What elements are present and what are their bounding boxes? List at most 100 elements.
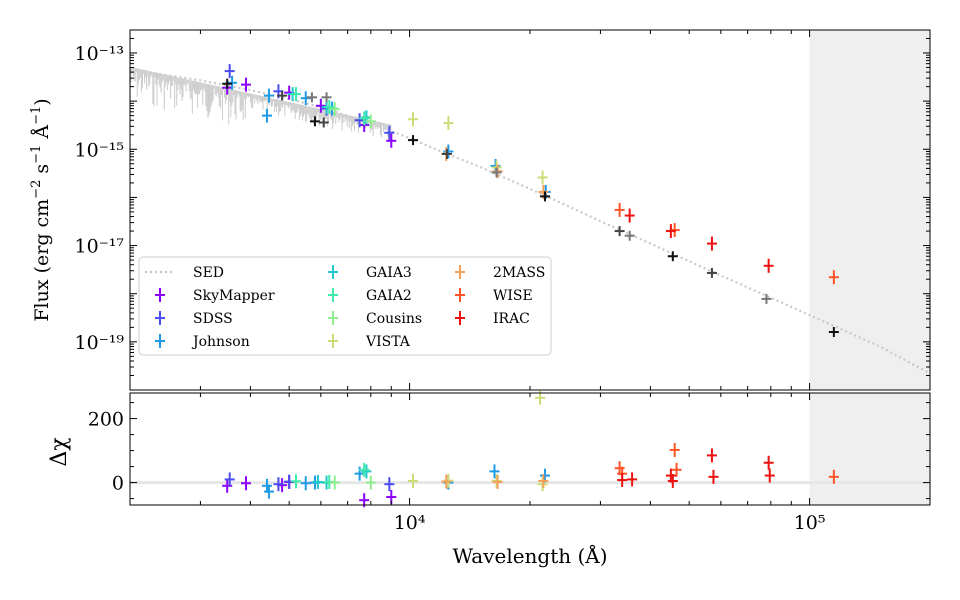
model-point — [222, 78, 233, 89]
point-irac — [706, 236, 717, 251]
model-point — [408, 135, 419, 146]
legend-entry: SkyMapper — [155, 288, 275, 304]
residual-cousins — [329, 475, 340, 490]
point-johnson — [261, 108, 272, 123]
legend-entry: WISE — [455, 288, 533, 304]
point-irac — [624, 208, 635, 223]
residual-sdss — [273, 477, 284, 492]
x-tick-label: 10⁴ — [394, 512, 426, 534]
model-point — [306, 92, 317, 103]
y-tick-label: 0 — [112, 473, 124, 495]
point-vista — [408, 112, 419, 127]
legend-label: GAIA2 — [366, 288, 412, 304]
residual-skymapper — [241, 476, 252, 491]
residual-irac — [617, 473, 628, 488]
y-tick-label: 10⁻¹⁹ — [75, 332, 125, 354]
model-point — [539, 191, 550, 202]
y-tick-label: 200 — [88, 409, 124, 431]
point-irac — [665, 224, 676, 239]
residual-2mass — [492, 474, 503, 489]
legend-label: Johnson — [191, 334, 250, 350]
legend-label: Cousins — [366, 311, 422, 327]
legend-label: SkyMapper — [193, 288, 275, 304]
residual-johnson — [354, 466, 365, 481]
model-point — [309, 116, 320, 127]
residual-vista — [408, 474, 419, 488]
top-model-points — [222, 78, 839, 338]
point-johnson — [443, 144, 454, 159]
point-wise — [828, 270, 839, 285]
point-skymapper — [315, 98, 326, 113]
point-gaia2 — [290, 87, 301, 102]
legend-entry: GAIA3 — [328, 265, 412, 281]
model-point — [318, 117, 329, 128]
point-irac — [763, 258, 774, 273]
x-tick-label: 10⁵ — [794, 512, 826, 534]
residual-2mass — [538, 474, 549, 488]
top-y-axis-label: Flux (erg cm−2 s−1 Å−1) — [29, 98, 53, 321]
legend-box — [138, 256, 552, 356]
y-tick-label: 10⁻¹³ — [75, 43, 124, 65]
legend-entry: SED — [145, 265, 224, 281]
residual-sdss — [384, 477, 395, 492]
point-cousins — [329, 102, 340, 117]
residual-johnson — [300, 476, 311, 491]
residual-irac — [706, 448, 717, 463]
residual-gaia2 — [359, 462, 370, 477]
model-point — [277, 90, 288, 101]
top-x-ticks — [199, 30, 811, 390]
residual-irac — [764, 468, 775, 483]
y-tick-label: 10⁻¹⁷ — [75, 236, 125, 258]
residual-cousins — [365, 475, 376, 490]
bottom-shaded-region — [809, 393, 930, 505]
legend-entry: IRAC — [455, 311, 530, 327]
point-vista — [443, 116, 454, 131]
residual-gaia3 — [361, 464, 372, 479]
residual-johnson — [261, 478, 272, 493]
residual-skymapper — [222, 478, 233, 493]
residual-johnson — [489, 464, 500, 479]
residual-gaia2 — [290, 474, 301, 489]
residual-wise — [669, 442, 680, 457]
bottom-axes-frame — [129, 392, 931, 506]
residual-2mass — [441, 474, 452, 489]
point-skymapper — [241, 77, 252, 92]
top-shaded-region — [809, 30, 930, 390]
residual-johnson — [263, 484, 274, 499]
legend-label: VISTA — [365, 334, 411, 350]
residual-irac — [708, 469, 719, 484]
residual-wise — [671, 462, 682, 477]
legend-label: GAIA3 — [366, 265, 412, 281]
point-cousins — [365, 114, 376, 129]
model-point — [624, 230, 635, 241]
bottom-y-ticks: 0 200 — [88, 402, 930, 500]
legend-entry: Johnson — [155, 334, 250, 350]
point-gaia2 — [324, 99, 335, 114]
point-vista — [537, 170, 548, 185]
legend-entry: VISTA — [328, 334, 411, 350]
point-sdss — [354, 113, 365, 128]
residual-wise — [828, 469, 839, 484]
point-2mass — [492, 164, 503, 179]
x-axis-label: Wavelength (Å) — [452, 543, 607, 568]
point-sdss — [224, 64, 235, 79]
legend-label: SDSS — [193, 311, 233, 327]
model-point — [614, 226, 625, 237]
residual-gaia3 — [312, 474, 323, 489]
bottom-panel: 10⁴ 10⁵ 0 200 Δχ Wavelength (Å) — [47, 390, 931, 568]
top-axes-frame — [129, 29, 931, 391]
top-panel: 10⁻¹⁹ 10⁻¹⁷ 10⁻¹⁵ 10⁻¹³ SED SkyMapper SDSS Joh… — [29, 29, 931, 391]
legend: SED SkyMapper SDSS Johnson GAIA3 GAIA2 Cousins… — [138, 256, 552, 356]
residual-irac — [667, 474, 678, 488]
bottom-y-axis-label: Δχ — [47, 437, 72, 466]
model-point — [441, 148, 452, 159]
point-sdss — [384, 125, 395, 140]
legend-entry: 2MASS — [455, 265, 545, 281]
model-point — [321, 92, 332, 103]
sed-curve — [129, 66, 931, 375]
sed-line — [129, 68, 931, 375]
model-point — [828, 327, 839, 338]
y-tick-label: 10⁻¹⁵ — [75, 139, 124, 161]
point-gaia2 — [359, 111, 370, 126]
